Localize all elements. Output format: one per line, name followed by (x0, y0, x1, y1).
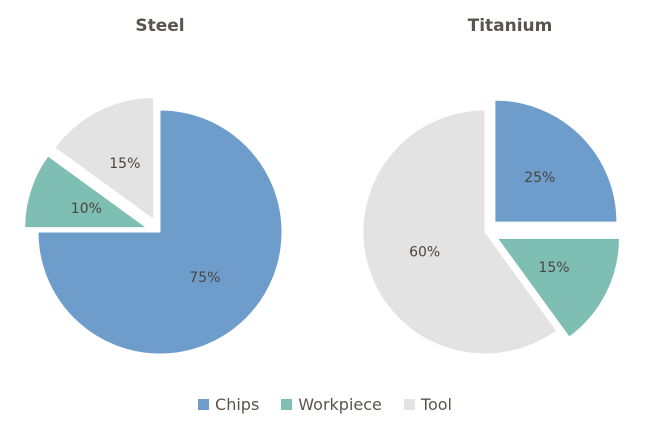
legend-label-workpiece: Workpiece (298, 395, 382, 414)
legend-item-tool: Tool (403, 395, 452, 414)
legend-swatch-workpiece (281, 399, 293, 410)
pie-slice-tool (54, 97, 155, 221)
legend-label-chips: Chips (215, 395, 260, 414)
pie-slice-label-chips: 75% (189, 270, 220, 286)
legend-swatch-tool (403, 399, 415, 410)
pie-slice-label-workpiece: 15% (538, 260, 569, 276)
pie-slice-label-tool: 60% (409, 245, 440, 261)
pie-slice-label-workpiece: 10% (71, 201, 102, 217)
pie-slice-label-tool: 15% (109, 156, 140, 172)
legend: Chips Workpiece Tool (0, 395, 650, 414)
titanium-chart-title: Titanium (467, 16, 553, 36)
pie-slice-label-chips: 25% (524, 170, 555, 186)
pie-slice-chips (494, 99, 618, 223)
legend-label-tool: Tool (420, 395, 452, 414)
legend-swatch-chips (198, 399, 210, 410)
pie-slice-workpiece (496, 237, 620, 338)
steel-pie: 75% 10% 15% (24, 97, 283, 355)
pie-slice-workpiece (24, 155, 149, 229)
steel-chart-title: Steel (135, 16, 185, 36)
titanium-pie: 25% 15% 60% (362, 99, 620, 355)
legend-item-workpiece: Workpiece (281, 395, 382, 414)
pie-slice-tool (362, 109, 558, 355)
legend-item-chips: Chips (198, 395, 259, 414)
pie-slice-chips (37, 109, 283, 355)
